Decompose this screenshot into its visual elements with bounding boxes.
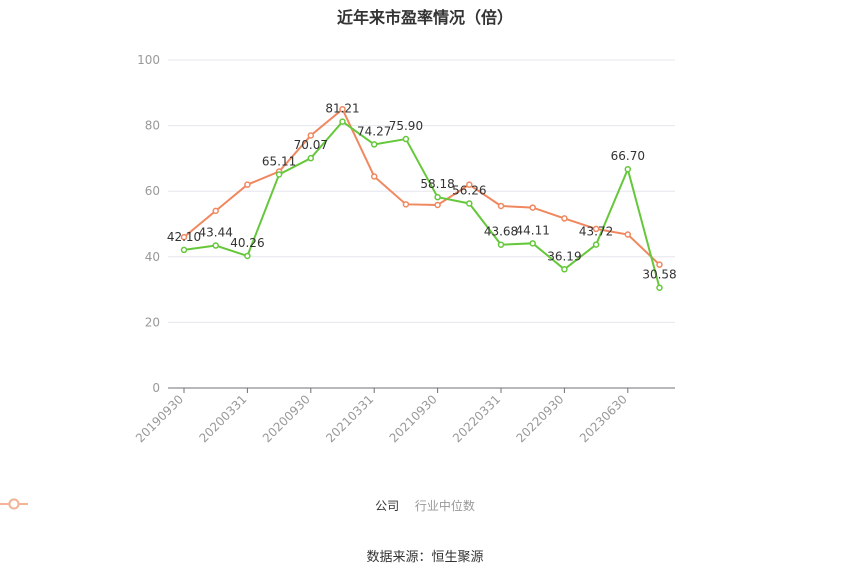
y-tick-label: 0 xyxy=(152,381,160,395)
company-data-label: 43.44 xyxy=(199,226,233,240)
industry-median-point xyxy=(307,132,315,139)
y-tick-label: 100 xyxy=(137,53,160,67)
industry-median-point xyxy=(529,204,536,211)
x-tick-label: 20200930 xyxy=(260,392,313,445)
company-point xyxy=(434,193,441,201)
x-axis: 20190930 20200331 20200930 20210331 20210930… xyxy=(133,387,675,445)
legend-item-industry-median[interactable]: 行业中位数 xyxy=(0,497,475,514)
x-tick-label: 20210930 xyxy=(387,392,440,445)
legend: 公司 行业中位数 xyxy=(0,497,850,514)
company-point xyxy=(402,135,410,143)
company-data-label: 43.72 xyxy=(579,225,613,239)
company-data-label: 74.27 xyxy=(357,124,391,138)
y-tick-label: 60 xyxy=(145,184,160,198)
company-point xyxy=(497,241,505,248)
industry-median-point xyxy=(244,181,251,188)
industry-median-point xyxy=(434,201,441,209)
company-data-label: 66.70 xyxy=(611,149,645,163)
x-tick-label: 20220331 xyxy=(450,392,503,445)
company-data-label: 30.58 xyxy=(642,268,676,282)
company-point xyxy=(275,171,283,178)
series-lines xyxy=(180,105,663,291)
data-source: 数据来源：恒生聚源 xyxy=(366,550,484,565)
company-point xyxy=(212,242,219,249)
x-tick-label: 20230630 xyxy=(577,392,630,445)
y-axis-ticks: 0 20 40 60 80 100 xyxy=(137,53,160,395)
company-data-label: 81.21 xyxy=(325,102,359,116)
legend-label-industry-median: 行业中位数 xyxy=(414,499,475,513)
x-tick-label: 20220930 xyxy=(513,392,566,445)
company-point xyxy=(180,246,188,254)
company-series-line xyxy=(183,120,661,288)
industry-median-point xyxy=(212,207,219,215)
company-data-label: 58.18 xyxy=(420,177,454,191)
industry-median-point xyxy=(592,225,600,233)
company-data-label: 40.26 xyxy=(230,236,264,250)
industry-median-point xyxy=(656,261,663,268)
legend-item-company[interactable]: 公司 xyxy=(0,497,400,514)
company-data-label: 36.19 xyxy=(547,249,581,263)
grid-lines xyxy=(168,59,675,323)
legend-label-company: 公司 xyxy=(375,499,400,513)
industry-median-point xyxy=(561,215,568,222)
company-point xyxy=(370,141,378,148)
industry-median-point xyxy=(624,231,632,238)
company-data-label: 75.90 xyxy=(389,119,423,133)
company-point xyxy=(656,284,663,291)
company-point xyxy=(307,154,315,162)
chart-title: 近年来市盈率情况（倍） xyxy=(336,8,513,27)
company-data-label: 42.10 xyxy=(167,230,201,244)
industry-median-series-line xyxy=(183,107,661,266)
legend-industry-icon xyxy=(0,498,28,510)
industry-median-point xyxy=(180,233,188,241)
company-data-label: 56.26 xyxy=(452,183,486,197)
company-data-label: 43.68 xyxy=(484,225,518,239)
industry-median-point xyxy=(466,181,473,188)
industry-median-point xyxy=(339,105,346,113)
company-point xyxy=(529,240,536,247)
company-point xyxy=(466,200,473,207)
industry-median-point xyxy=(402,201,410,208)
company-data-label: 44.11 xyxy=(516,223,550,237)
company-point xyxy=(561,266,568,273)
company-point xyxy=(624,165,632,173)
y-tick-label: 20 xyxy=(145,315,160,329)
x-tick-label: 20200331 xyxy=(196,392,249,445)
company-data-label: 70.07 xyxy=(294,138,328,152)
y-tick-label: 80 xyxy=(145,119,160,133)
industry-median-point xyxy=(497,202,505,210)
y-tick-label: 40 xyxy=(145,250,160,264)
company-point xyxy=(592,241,600,248)
company-point xyxy=(339,118,346,125)
x-tick-label: 20190930 xyxy=(133,392,186,445)
company-data-label: 65.11 xyxy=(262,154,296,168)
industry-median-point xyxy=(370,173,378,180)
company-point xyxy=(244,252,251,260)
x-tick-label: 20210331 xyxy=(323,392,376,445)
